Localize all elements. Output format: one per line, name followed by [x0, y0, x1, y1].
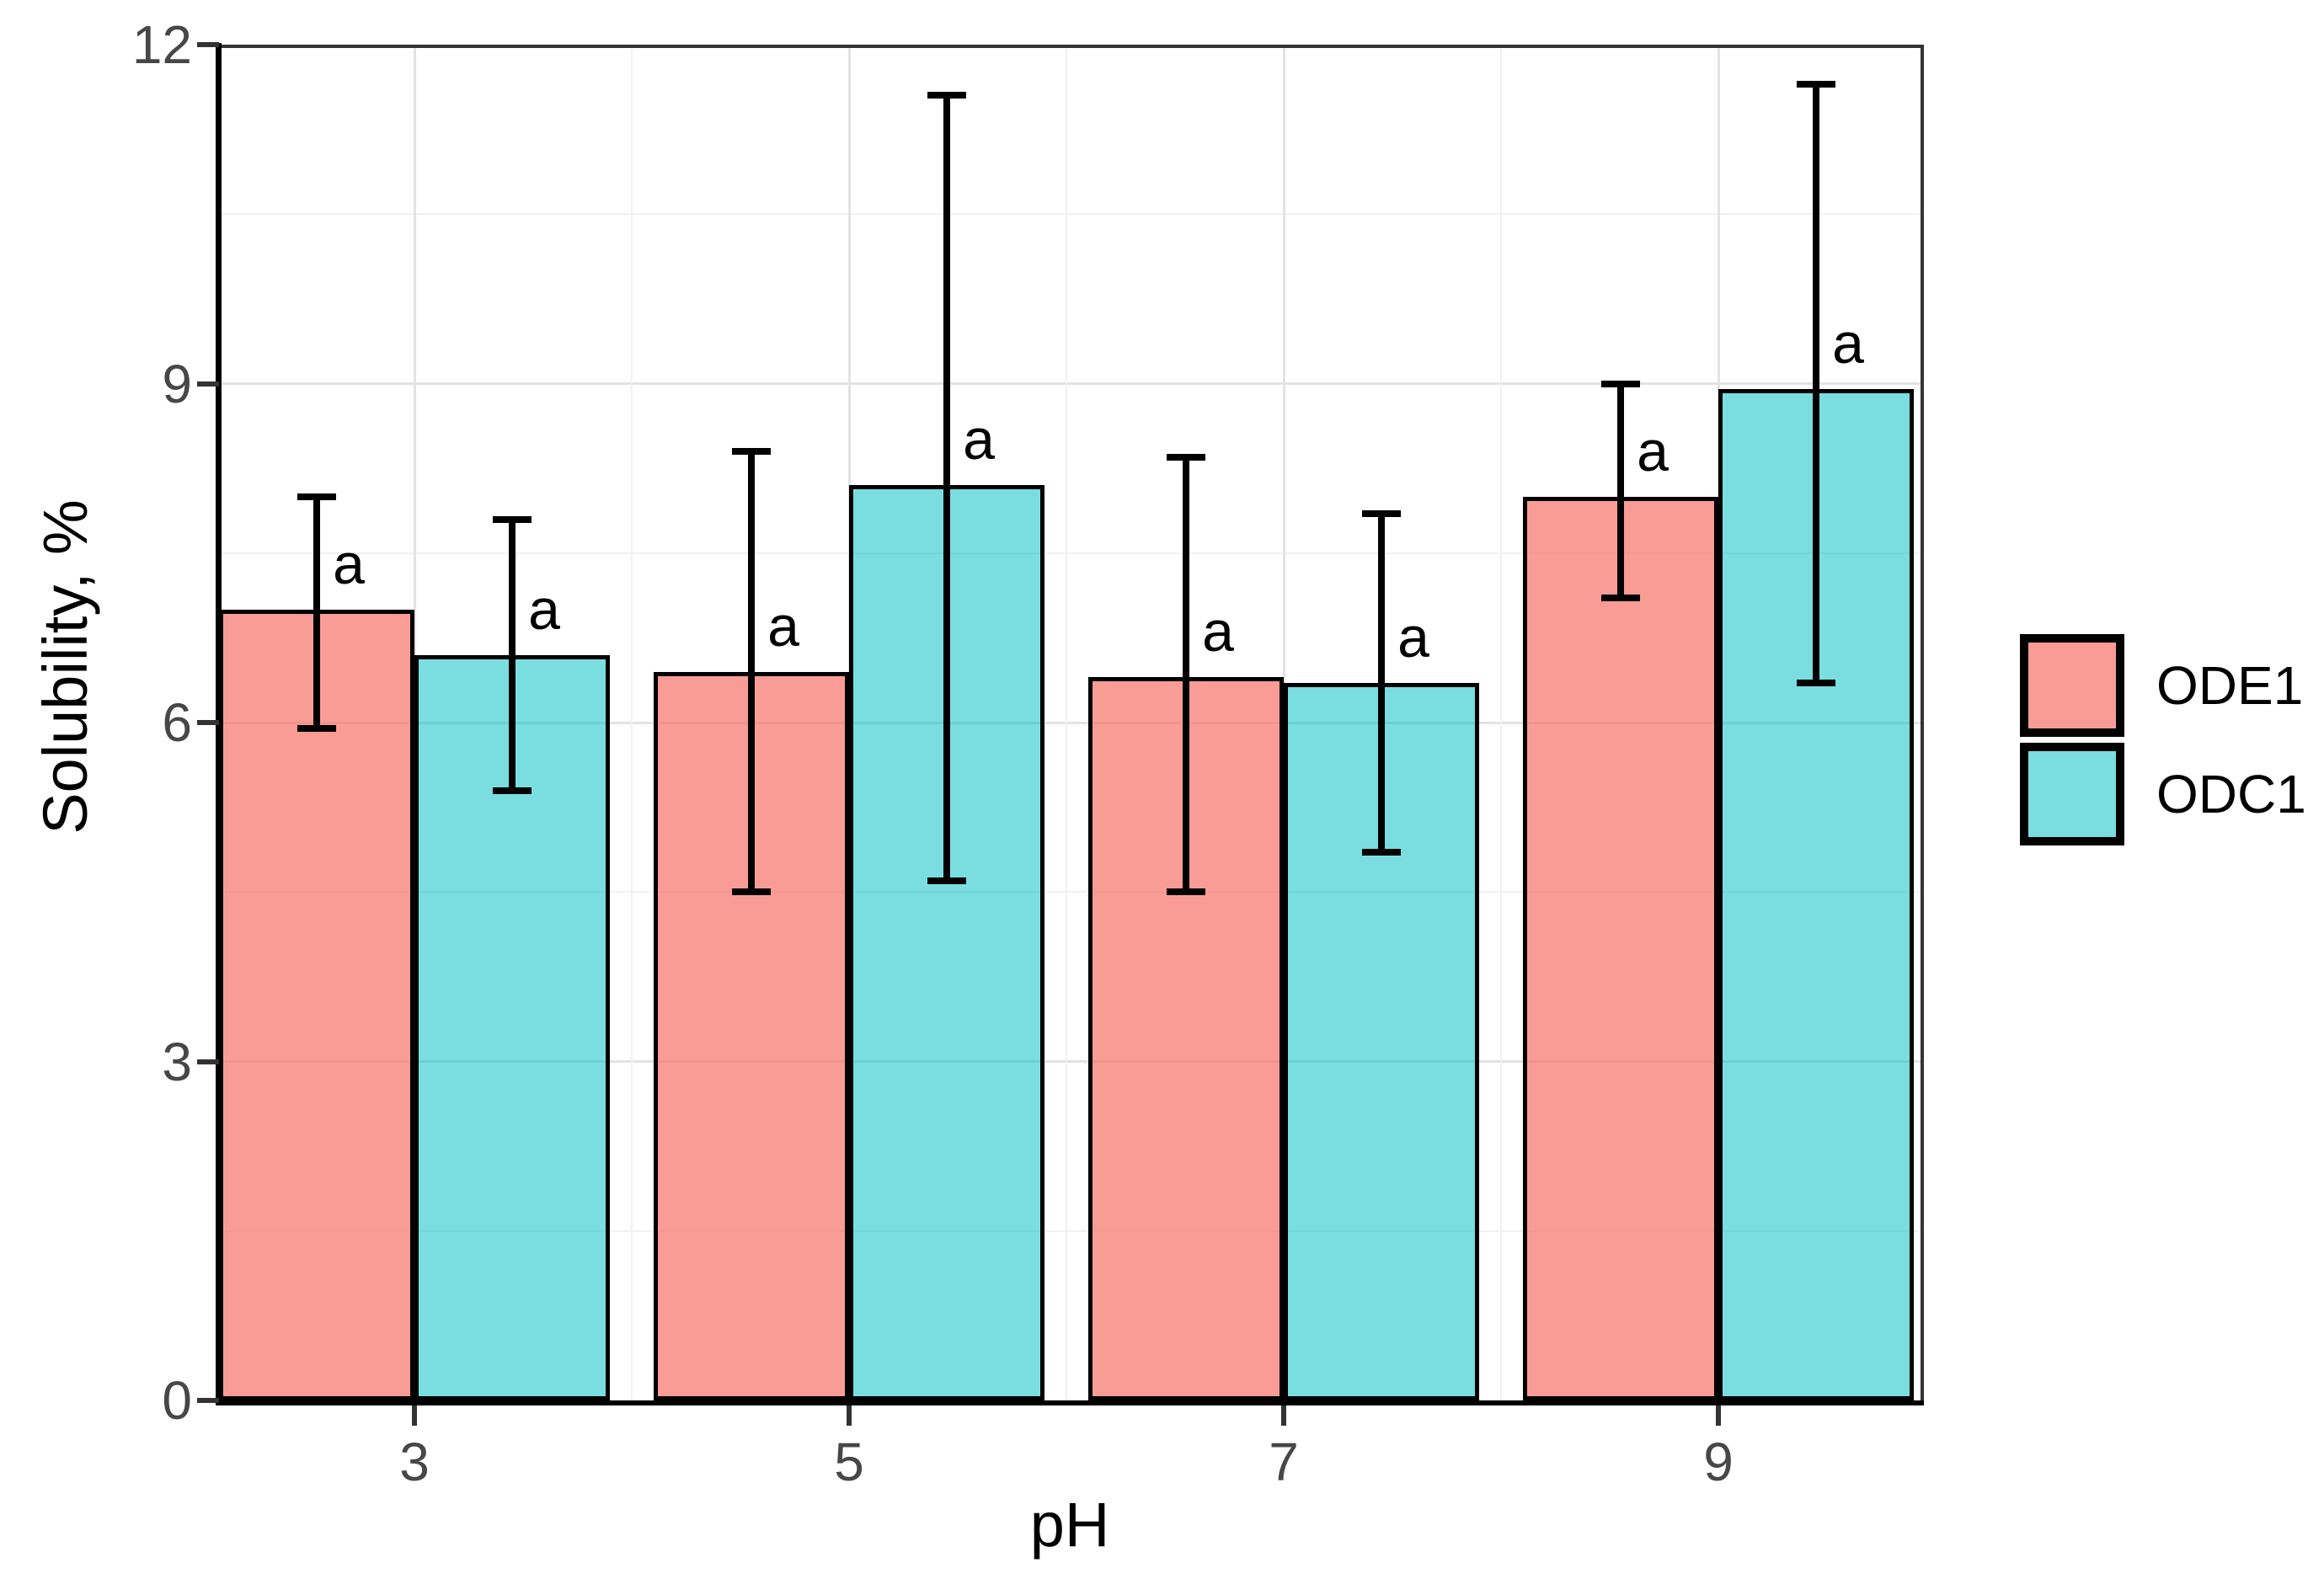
y-tick — [197, 1398, 219, 1403]
y-tick — [197, 1059, 219, 1064]
error-bar-odc1-ph7 — [1378, 513, 1385, 853]
x-tick-label: 7 — [1269, 1432, 1299, 1492]
significance-label-odc1-ph9: a — [1832, 312, 1864, 376]
gridline-x-minor — [1066, 45, 1067, 1400]
error-bar-ode1-ph7 — [1183, 456, 1189, 893]
x-axis-line — [216, 1400, 1924, 1405]
x-axis-title: pH — [1029, 1490, 1110, 1560]
error-cap-bottom-ode1-ph5 — [732, 888, 771, 896]
x-tick — [412, 1405, 417, 1426]
panel-border-top — [216, 45, 1924, 48]
legend-key-ode1 — [2020, 634, 2124, 737]
error-cap-bottom-ode1-ph3 — [297, 724, 336, 732]
significance-label-odc1-ph3: a — [528, 577, 560, 642]
error-cap-top-ode1-ph3 — [297, 493, 336, 500]
gridline-y-major — [219, 1060, 1921, 1063]
y-tick-label: 12 — [131, 14, 192, 75]
legend-key-odc1 — [2020, 743, 2124, 845]
significance-label-ode1-ph7: a — [1202, 600, 1234, 664]
y-tick-label: 0 — [162, 1370, 192, 1431]
y-tick — [197, 42, 219, 47]
error-bar-odc1-ph3 — [509, 519, 516, 791]
gridline-y-minor — [219, 1229, 1921, 1232]
error-cap-top-odc1-ph3 — [493, 515, 532, 523]
error-cap-top-odc1-ph5 — [927, 92, 966, 99]
significance-label-ode1-ph3: a — [333, 531, 365, 596]
error-bar-odc1-ph5 — [943, 95, 950, 881]
significance-label-ode1-ph9: a — [1637, 419, 1669, 483]
significance-label-odc1-ph7: a — [1397, 605, 1429, 670]
bar-ode1-ph9 — [1523, 496, 1718, 1400]
y-tick-label: 6 — [162, 692, 192, 753]
error-cap-bottom-odc1-ph9 — [1797, 680, 1835, 687]
error-cap-top-ode1-ph5 — [732, 448, 771, 455]
error-bar-ode1-ph5 — [748, 451, 755, 893]
gridline-x-minor — [1500, 45, 1502, 1400]
error-cap-top-ode1-ph7 — [1167, 453, 1205, 461]
error-cap-bottom-odc1-ph5 — [927, 877, 966, 884]
significance-label-ode1-ph5: a — [767, 594, 799, 659]
y-tick — [197, 720, 219, 725]
y-tick-label: 9 — [162, 353, 192, 414]
x-tick-label: 9 — [1703, 1432, 1734, 1492]
bar-ode1-ph3 — [219, 609, 414, 1400]
error-bar-ode1-ph9 — [1617, 383, 1624, 599]
error-cap-bottom-odc1-ph3 — [493, 787, 532, 794]
legend-label-ode1: ODE1 — [2156, 655, 2304, 716]
gridline-y-major — [219, 721, 1921, 724]
error-cap-top-ode1-ph9 — [1601, 380, 1640, 387]
y-tick — [197, 381, 219, 387]
panel-border-right — [1921, 45, 1924, 1404]
error-cap-top-odc1-ph7 — [1362, 509, 1401, 517]
x-tick — [1716, 1405, 1721, 1426]
error-bar-ode1-ph3 — [313, 496, 320, 728]
error-cap-bottom-ode1-ph7 — [1167, 888, 1205, 896]
x-tick — [1281, 1405, 1286, 1426]
x-tick — [847, 1405, 852, 1426]
gridline-y-minor — [219, 891, 1921, 893]
error-cap-bottom-odc1-ph7 — [1362, 849, 1401, 856]
error-cap-bottom-ode1-ph9 — [1601, 595, 1640, 602]
significance-label-odc1-ph5: a — [963, 408, 995, 472]
y-tick-label: 3 — [162, 1031, 192, 1092]
error-cap-top-odc1-ph9 — [1797, 80, 1835, 88]
gridline-y-major — [219, 382, 1921, 385]
y-axis-title: Solubility, % — [30, 499, 100, 835]
gridline-y-minor — [219, 552, 1921, 554]
x-tick-label: 3 — [399, 1432, 430, 1492]
gridline-y-minor — [219, 213, 1921, 216]
gridline-x-minor — [631, 45, 633, 1400]
legend-label-odc1: ODC1 — [2156, 764, 2306, 824]
error-bar-odc1-ph9 — [1813, 83, 1819, 684]
x-tick-label: 5 — [834, 1432, 864, 1492]
